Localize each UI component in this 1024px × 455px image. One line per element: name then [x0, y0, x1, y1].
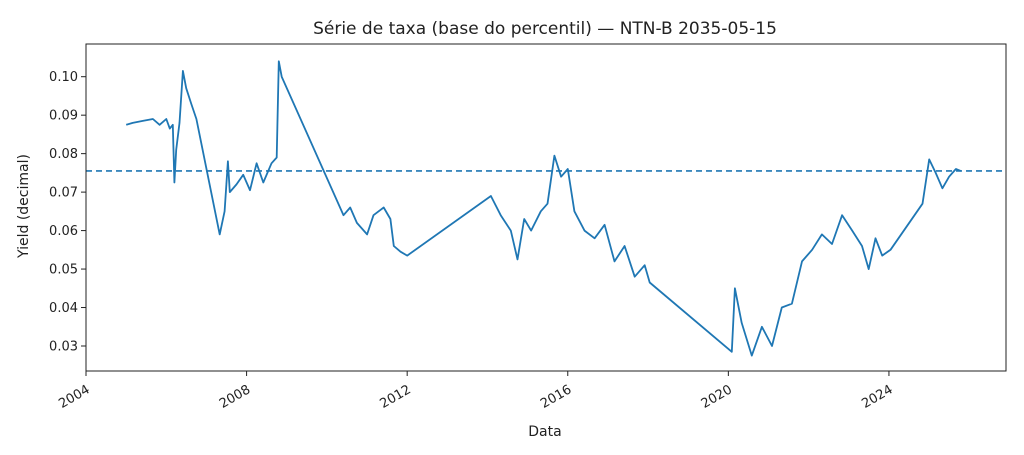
y-tick-label: 0.10 — [49, 70, 78, 85]
y-tick-label: 0.09 — [49, 109, 78, 124]
x-tick-label: 2004 — [56, 382, 92, 412]
series-line-1 — [125, 60, 962, 357]
chart-title: Série de taxa (base do percentil) — NTN-… — [313, 19, 777, 39]
plot-area — [86, 60, 1006, 357]
x-tick-label: 2016 — [538, 382, 574, 412]
x-tick-label: 2012 — [378, 382, 414, 412]
y-axis-label: Yield (decimal) — [16, 154, 32, 259]
x-tick-label: 2008 — [217, 382, 253, 412]
x-axis-label: Data — [528, 424, 561, 440]
y-tick-label: 0.08 — [49, 147, 78, 162]
y-tick-label: 0.04 — [49, 301, 78, 316]
x-tick-label: 2020 — [699, 382, 735, 412]
x-tick-label: 2024 — [859, 382, 895, 412]
y-tick-label: 0.07 — [49, 186, 78, 201]
y-tick-label: 0.03 — [49, 339, 78, 354]
plot-frame — [85, 43, 1007, 372]
axes: 0.03 0.04 0.05 0.06 0.07 0.08 0.09 0.10 2004 2008… — [49, 43, 1007, 412]
y-tick-label: 0.06 — [49, 224, 78, 239]
y-tick-label: 0.05 — [49, 263, 78, 278]
